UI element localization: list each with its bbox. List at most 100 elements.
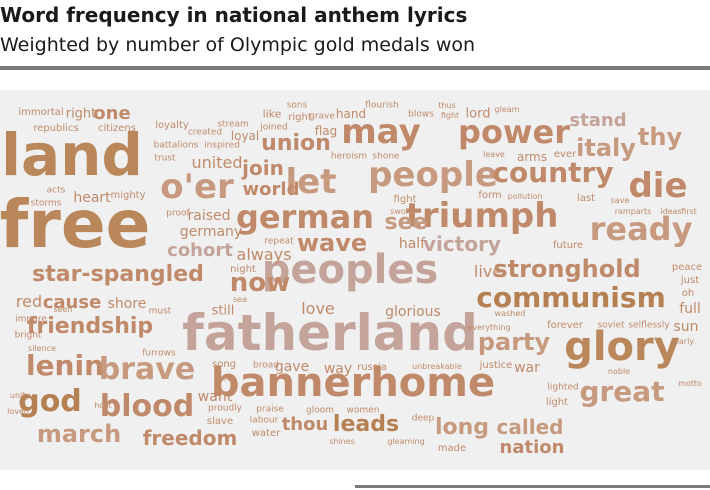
cloud-word: arms: [516, 150, 548, 164]
cloud-word: thy: [637, 123, 683, 151]
cloud-word: hand: [335, 107, 367, 121]
cloud-word: long: [434, 415, 490, 440]
cloud-word: heart: [73, 190, 111, 206]
cloud-word: lenin: [25, 349, 105, 382]
cloud-word: trust: [154, 153, 176, 164]
cloud-word: italy: [576, 134, 636, 162]
cloud-word: god: [18, 384, 82, 419]
cloud-word: die: [628, 166, 688, 206]
cloud-word: right: [65, 106, 97, 122]
cloud-word: communism: [476, 281, 666, 314]
cloud-word: land: [1, 121, 143, 189]
bottom-divider: [355, 485, 710, 488]
cloud-word: soviet: [597, 320, 625, 331]
cloud-word: union: [261, 131, 331, 156]
cloud-word: last: [576, 193, 596, 204]
cloud-word: now: [229, 268, 291, 298]
cloud-word: flourish: [365, 100, 399, 111]
cloud-word: must: [148, 306, 172, 317]
cloud-word: sea: [233, 295, 247, 304]
cloud-word: called: [496, 415, 564, 439]
cloud-word: nation: [499, 437, 565, 458]
cloud-word: love: [301, 299, 335, 318]
cloud-word: russia: [357, 362, 387, 373]
cloud-word: let: [285, 162, 337, 202]
cloud-word: always: [236, 245, 292, 264]
cloud-word: one: [93, 103, 131, 124]
cloud-word: gleam: [494, 105, 520, 114]
cloud-word: people: [368, 155, 498, 195]
cloud-word: labour: [249, 415, 279, 426]
cloud-word: glory: [564, 324, 680, 370]
cloud-word: made: [437, 443, 467, 454]
cloud-word: peoples: [261, 247, 439, 293]
cloud-word: way: [323, 361, 353, 377]
cloud-word: half: [398, 236, 426, 252]
cloud-word: loved: [7, 407, 29, 416]
cloud-word: swore: [390, 207, 414, 216]
cloud-word: early: [673, 337, 695, 346]
cloud-word: victory: [423, 232, 501, 256]
cloud-word: country: [492, 156, 614, 189]
cloud-word: created: [187, 127, 223, 138]
cloud-word: loyal: [230, 129, 260, 143]
cloud-word: noble: [607, 367, 631, 376]
cloud-word: song: [211, 359, 237, 370]
cloud-word: united: [191, 153, 243, 172]
cloud-word: thus: [438, 101, 456, 110]
cloud-word: proof: [166, 208, 190, 219]
cloud-word: like: [262, 107, 282, 121]
cloud-word: triumph: [405, 196, 559, 236]
cloud-word: stand: [569, 110, 627, 131]
cloud-word: want: [197, 389, 233, 405]
cloud-word: shone: [372, 151, 400, 162]
cloud-word: full: [679, 301, 701, 317]
cloud-word: star-spangled: [32, 262, 204, 287]
cloud-word: deep: [411, 413, 435, 424]
cloud-word: germany: [179, 224, 243, 240]
cloud-word: just: [680, 275, 700, 286]
cloud-word: slave: [206, 416, 234, 427]
cloud-word: flag: [314, 124, 338, 138]
cloud-word: silence: [28, 344, 56, 353]
cloud-word: leave: [483, 150, 505, 159]
cloud-word: repeat: [264, 236, 294, 247]
cloud-word: form: [478, 190, 502, 201]
cloud-word: may: [341, 112, 421, 152]
cloud-word: loyalty: [155, 120, 189, 131]
cloud-word: stronghold: [493, 255, 641, 283]
cloud-word: stream: [217, 119, 249, 130]
cloud-word: battalions: [153, 140, 199, 151]
cloud-word: selflessly: [628, 320, 670, 331]
cloud-word: light: [545, 397, 569, 408]
cloud-word: raised: [187, 208, 231, 224]
word-cloud-panel: [0, 90, 710, 470]
cloud-word: gloom: [306, 405, 334, 416]
cloud-word: pollution: [507, 192, 543, 201]
cloud-word: unity: [9, 391, 31, 400]
cloud-word: free: [0, 186, 151, 263]
cloud-word: fatherland: [182, 304, 478, 362]
cloud-word: power: [458, 113, 570, 151]
cloud-word: red: [15, 292, 43, 311]
cloud-word: join: [242, 156, 284, 180]
cloud-word: great: [579, 375, 665, 408]
cloud-word: women: [346, 405, 380, 416]
cloud-word: future: [552, 240, 584, 251]
cloud-word: ever: [553, 149, 577, 160]
cloud-word: cohort: [167, 240, 233, 261]
cloud-word: march: [36, 420, 122, 448]
cloud-word: seen: [53, 305, 73, 314]
cloud-word: bright: [14, 330, 42, 341]
cloud-word: bannerhome: [210, 360, 496, 406]
cloud-word: broad: [253, 360, 279, 371]
cloud-word: heroism: [330, 151, 368, 162]
cloud-word: friendship: [26, 314, 154, 339]
cloud-word: joined: [260, 122, 288, 133]
cloud-word: ideas: [660, 207, 682, 216]
cloud-word: forever: [547, 320, 583, 331]
cloud-word: save: [610, 196, 630, 205]
cloud-word: sons: [286, 100, 308, 111]
cloud-word: shines: [329, 437, 355, 446]
cloud-word: water: [251, 428, 281, 439]
